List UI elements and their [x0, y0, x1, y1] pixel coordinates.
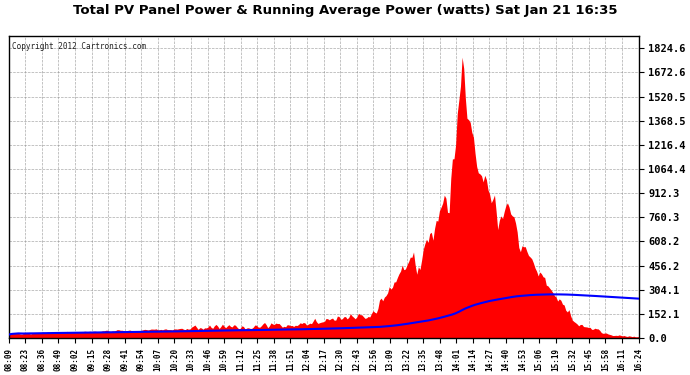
Text: Copyright 2012 Cartronics.com: Copyright 2012 Cartronics.com [12, 42, 146, 51]
Text: Total PV Panel Power & Running Average Power (watts) Sat Jan 21 16:35: Total PV Panel Power & Running Average P… [72, 4, 618, 17]
